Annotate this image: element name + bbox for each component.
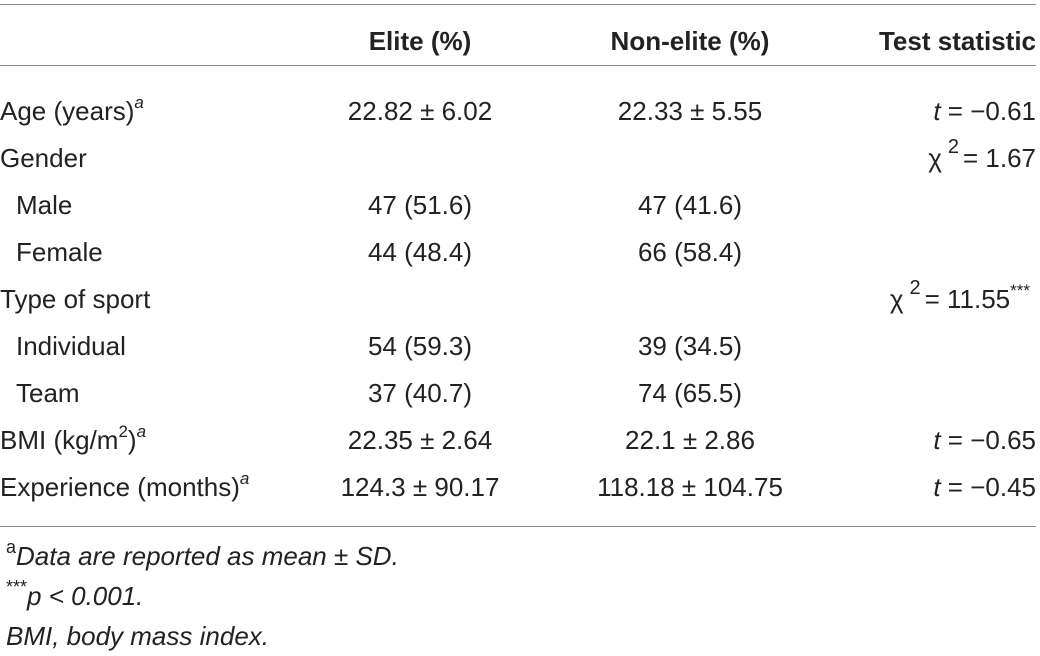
non-elite-value: 22.1 ± 2.86: [625, 425, 755, 455]
test-statistic: t = −0.61: [933, 96, 1036, 126]
header-empty: [0, 18, 300, 65]
row-label: Age (years)a: [0, 93, 144, 126]
elite-value: 44 (48.4): [367, 237, 473, 267]
table-header-row: Elite (%) Non-elite (%) Test statistic: [0, 18, 1036, 65]
table-row: Age (years)a 22.82 ± 6.02 22.33 ± 5.55 t…: [0, 88, 1036, 135]
test-statistic-empty: [840, 370, 1036, 417]
table-footnotes: aData are reported as mean ± SD. ***p < …: [6, 536, 399, 656]
spacer-row: [0, 65, 1036, 88]
table-top-rule: [0, 4, 1036, 5]
non-elite-value: 118.18 ± 104.75: [597, 472, 783, 502]
elite-value: 22.35 ± 2.64: [347, 425, 493, 455]
row-label: BMI (kg/m2)a: [0, 422, 147, 455]
table-row: Individual 54 (59.3) 39 (34.5): [0, 323, 1036, 370]
table-row: Female 44 (48.4) 66 (58.4): [0, 229, 1036, 276]
test-statistic: t = −0.45: [933, 472, 1036, 502]
test-statistic: χ 2 = 11.55***: [889, 277, 1030, 314]
test-statistic: t = −0.65: [933, 425, 1036, 455]
row-label: Type of sport: [0, 284, 151, 314]
test-statistic-empty: [840, 182, 1036, 229]
header-elite: Elite (%): [368, 26, 472, 56]
non-elite-value: 47 (41.6): [637, 190, 743, 220]
test-statistic-empty: [840, 229, 1036, 276]
elite-value: 22.82 ± 6.02: [347, 96, 493, 126]
header-test-statistic: Test statistic: [878, 26, 1036, 56]
elite-value: 47 (51.6): [367, 190, 473, 220]
non-elite-value: 74 (65.5): [637, 378, 743, 408]
test-statistic: χ 2 = 1.67: [928, 136, 1036, 173]
table-row: Type of sport χ 2 = 11.55***: [0, 276, 1036, 323]
row-label: Female: [16, 237, 103, 267]
elite-value: 54 (59.3): [367, 331, 473, 361]
table-bottom-rule: [0, 526, 1036, 527]
table-row: Team 37 (40.7) 74 (65.5): [0, 370, 1036, 417]
row-label: Gender: [0, 143, 87, 173]
footnote-a: aData are reported as mean ± SD.: [6, 537, 399, 571]
row-label: Male: [16, 190, 73, 220]
row-label: Team: [16, 378, 80, 408]
non-elite-value: [540, 135, 840, 182]
table-row: Male 47 (51.6) 47 (41.6): [0, 182, 1036, 229]
test-statistic-empty: [840, 323, 1036, 370]
table-row: Experience (months)a 124.3 ± 90.17 118.1…: [0, 464, 1036, 511]
characteristics-table: Elite (%) Non-elite (%) Test statistic A…: [0, 18, 1036, 511]
non-elite-value: [540, 276, 840, 323]
row-label: Individual: [16, 331, 126, 361]
header-non-elite: Non-elite (%): [610, 26, 770, 56]
table-row: BMI (kg/m2)a 22.35 ± 2.64 22.1 ± 2.86 t …: [0, 417, 1036, 464]
elite-value: 37 (40.7): [367, 378, 473, 408]
elite-value: 124.3 ± 90.17: [340, 472, 500, 502]
elite-value: [300, 135, 540, 182]
non-elite-value: 39 (34.5): [637, 331, 743, 361]
row-label: Experience (months)a: [0, 469, 250, 502]
table-header-rule: [0, 65, 1036, 66]
elite-value: [300, 276, 540, 323]
non-elite-value: 66 (58.4): [637, 237, 743, 267]
footnote-bmi: BMI, body mass index.: [6, 621, 269, 651]
footnote-p-value: ***p < 0.001.: [6, 577, 144, 611]
non-elite-value: 22.33 ± 5.55: [617, 96, 763, 126]
table-row: Gender χ 2 = 1.67: [0, 135, 1036, 182]
